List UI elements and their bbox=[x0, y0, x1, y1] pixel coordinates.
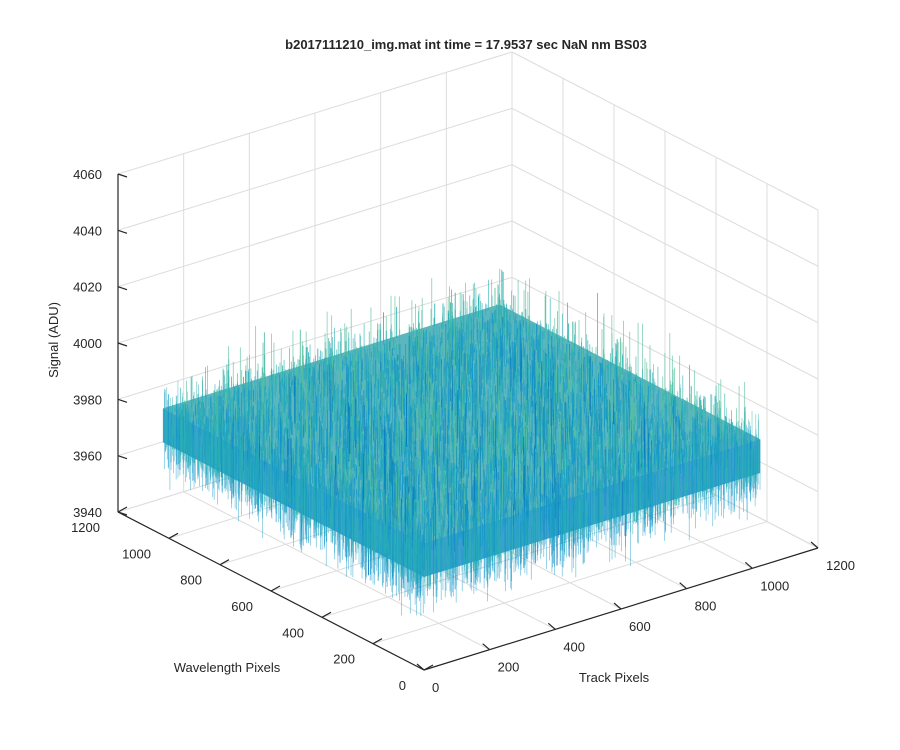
wall-gridline bbox=[511, 164, 819, 324]
wall-gridline bbox=[117, 107, 513, 231]
floor-gridline bbox=[372, 521, 768, 645]
surface-plot bbox=[162, 268, 761, 616]
wall-gridline bbox=[511, 220, 819, 380]
wall-gridline bbox=[511, 51, 819, 211]
wall-gridline bbox=[117, 276, 513, 400]
wall-gridline bbox=[117, 51, 513, 175]
wall-gridline bbox=[117, 164, 513, 288]
wall-gridline bbox=[117, 220, 513, 344]
wall-gridline bbox=[511, 107, 819, 267]
